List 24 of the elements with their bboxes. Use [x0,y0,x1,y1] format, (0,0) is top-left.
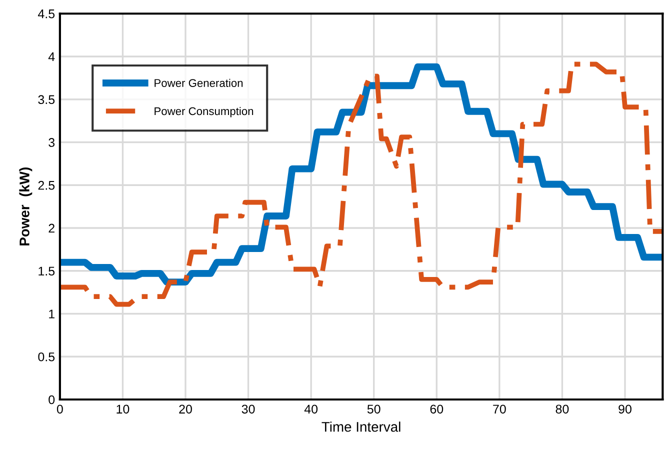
legend-label: Power Consumption [154,106,254,118]
y-tick-label: 1.5 [38,266,55,276]
y-tick-label: 2.5 [38,180,55,190]
y-tick-label: 4 [48,52,55,62]
x-tick-label: 0 [56,404,63,414]
x-tick-label: 40 [304,404,318,414]
legend-label: Power Generation [154,78,243,87]
y-tick-label: 0 [48,395,55,404]
y-tick-label: 3.5 [38,95,55,104]
x-tick-label: 70 [493,404,506,414]
y-tick-label: 0.5 [38,352,55,362]
x-axis-title: Time Interval [322,422,400,432]
y-tick-label: 3 [48,138,55,147]
x-tick-label: 30 [242,404,255,414]
y-tick-label: 4.5 [38,10,55,18]
x-tick-label: 20 [179,404,192,414]
x-tick-label: 50 [367,404,380,414]
x-tick-label: 80 [556,404,569,414]
x-tick-label: 60 [430,404,444,414]
y-tick-label: 2 [48,224,54,233]
y-axis-title: Power (kW) [19,168,32,246]
x-tick-label: 10 [116,404,130,414]
x-tick-label: 90 [618,404,632,414]
y-tick-label: 1 [49,310,54,318]
